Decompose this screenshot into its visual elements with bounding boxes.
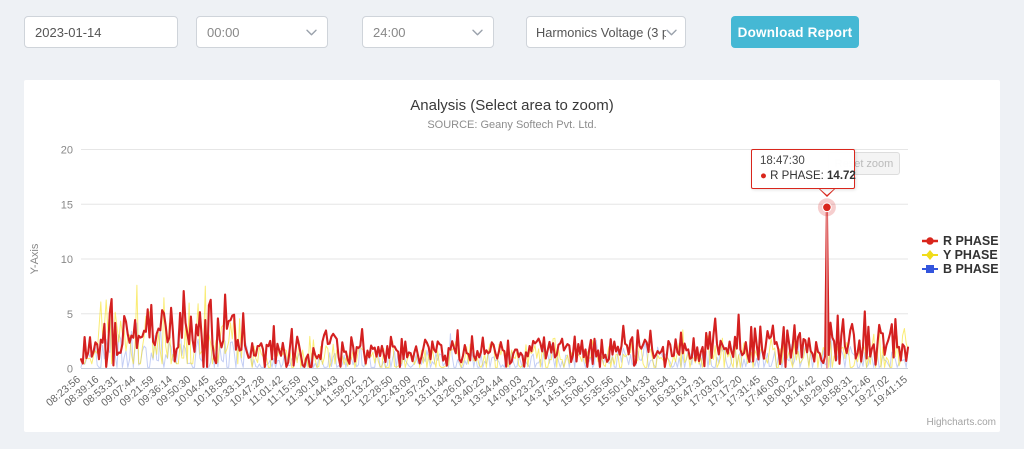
- svg-text:0: 0: [67, 364, 73, 376]
- svg-text:Y-Axis: Y-Axis: [29, 243, 41, 274]
- svg-text:B PHASE: B PHASE: [943, 262, 999, 276]
- svg-text:10: 10: [61, 254, 73, 266]
- svg-text:Y PHASE: Y PHASE: [943, 248, 998, 262]
- svg-text:R PHASE: R PHASE: [943, 234, 999, 248]
- svg-text:Highcharts.com: Highcharts.com: [927, 417, 996, 428]
- svg-text:5: 5: [67, 309, 73, 321]
- svg-text:20: 20: [61, 145, 73, 157]
- svg-text:15: 15: [61, 199, 73, 211]
